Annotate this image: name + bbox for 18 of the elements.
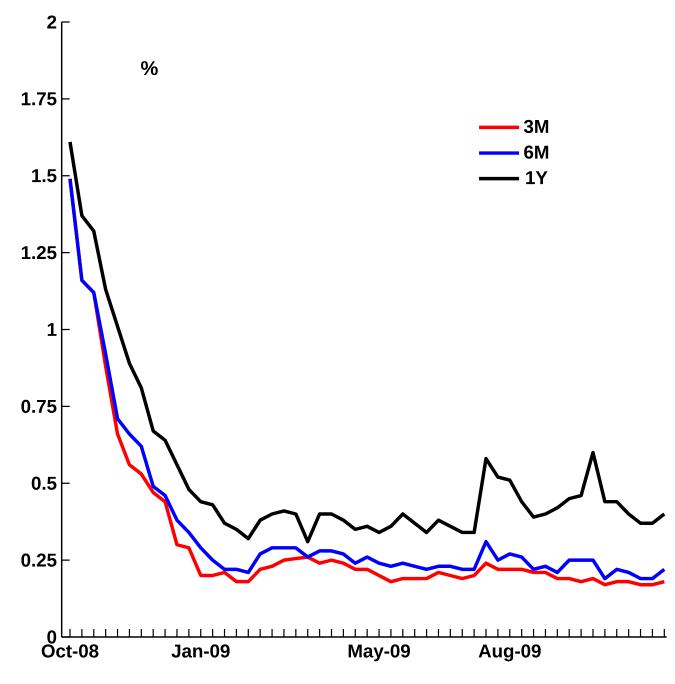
y-tick-label: 2 — [47, 15, 56, 29]
y-tick-label: 1.25 — [22, 246, 56, 260]
legend-label: 6M — [524, 146, 548, 159]
x-tick-label: May-09 — [348, 644, 410, 662]
y-tick-label: 0.75 — [21, 400, 56, 413]
y-tick-label: 0.5 — [32, 476, 56, 490]
y-tick-label: 0 — [47, 630, 56, 644]
y-tick-label: 0.25 — [21, 554, 56, 567]
legend-label: 1Y — [526, 171, 548, 184]
legend-label: 3M — [524, 120, 548, 134]
x-tick-label: Oct-08 — [42, 644, 98, 658]
x-tick-label: Aug-09 — [478, 644, 541, 662]
x-tick-label: Jan-09 — [171, 644, 230, 658]
y-tick-label: 1 — [48, 323, 56, 336]
y-axis-title: % — [141, 61, 158, 76]
y-tick-label: 1.75 — [22, 92, 56, 106]
line-series — [68, 140, 666, 544]
y-tick-label: 1.5 — [32, 169, 56, 182]
